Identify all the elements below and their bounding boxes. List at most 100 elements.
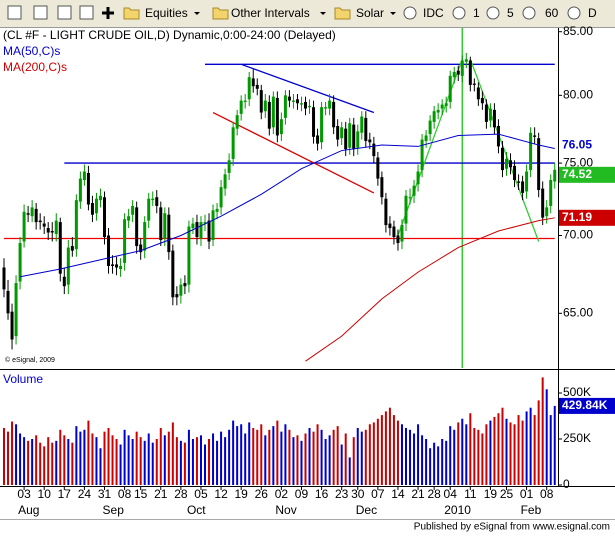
candle-body [320,107,324,143]
add-button[interactable] [102,7,114,19]
candle-body [380,177,384,198]
volume-bar [517,415,520,485]
dropdown-equities[interactable]: Equities [145,6,188,20]
volume-bar [340,444,343,485]
volume-bar [151,442,154,485]
volume-bar [208,439,211,485]
x-tick-label: 28 [174,487,188,501]
volume-bar [409,429,412,485]
volume-bar [493,416,496,485]
volume-bar [103,431,106,485]
volume-bar [119,444,122,485]
volume-bar [525,411,528,485]
x-tick-label: 30 [351,487,365,501]
volume-bar [147,433,150,485]
trend-line [240,63,375,114]
volume-bar [79,431,82,485]
volume-bar [376,418,379,485]
candle-body [428,120,432,135]
volume-bar [316,424,319,485]
icon-button[interactable] [33,5,48,20]
candle-body [139,244,143,253]
candle-body [207,220,211,242]
interval-button[interactable]: 1 [473,6,480,20]
candle-body [291,100,295,102]
volume-bar [260,424,263,485]
volume-bar [360,431,363,485]
volume-bar [368,424,371,485]
volume-bar [413,433,416,485]
dropdown-arrow[interactable] [194,12,200,15]
toolbar: Equities Other Intervals Solar IDC 1 5 6… [0,0,615,28]
dropdown-arrow[interactable] [320,12,326,15]
interval-button[interactable]: 5 [507,6,514,20]
dropdown-intervals[interactable]: Other Intervals [231,6,310,20]
candle-body [456,70,460,75]
x-tick-label: 15 [134,487,148,501]
candle-body [167,214,171,253]
candle-body [179,284,183,296]
candle-body [82,171,86,181]
interval-button[interactable]: 60 [545,6,559,20]
candle-body [500,147,504,171]
volume-bar [71,442,74,485]
folder-icon [123,7,140,20]
candle-body [436,109,440,113]
volume-bar [461,418,464,485]
icon-button[interactable] [79,5,94,20]
volume-bar [256,429,259,485]
ma-line [305,217,555,362]
candle-body [533,135,537,137]
volume-bar [236,426,239,485]
volume-bar [296,435,299,485]
candle-body [340,127,344,139]
volume-bar [396,420,399,485]
interval-icon[interactable] [486,6,500,20]
volume-bar [175,437,178,485]
candle-body [50,231,54,233]
volume-bar [264,435,267,485]
volume-bar [3,427,5,485]
interval-icon[interactable] [452,6,466,20]
volume-bar [421,435,424,485]
symbol-icon[interactable] [403,6,417,20]
candle-body [271,96,275,128]
interval-icon[interactable] [522,6,536,20]
volume-bar [549,415,552,485]
x-tick-label: 01 [520,487,534,501]
candle-body [267,101,271,129]
volume-bar [529,407,532,485]
month-label: Dec [356,503,377,517]
dropdown-solar[interactable]: Solar [356,6,384,20]
copyright: © eSignal, 2009 [5,356,55,364]
candle-body [275,97,279,136]
candle-body [432,111,436,122]
volume-bar [320,429,323,485]
x-tick-label: 12 [214,487,228,501]
dropdown-arrow[interactable] [390,12,396,15]
interval-icon[interactable] [567,6,581,20]
x-tick-label: 04 [444,487,458,501]
icon-button[interactable] [7,5,22,20]
volume-bar [111,435,114,485]
volume-bar [304,433,307,485]
volume-bar [183,442,186,485]
candle-body [324,107,328,109]
volume-bar [272,426,275,485]
volume-bar [280,431,283,485]
volume-bar [224,437,227,485]
icon-button[interactable] [57,5,72,20]
volume-bar [441,439,444,485]
interval-button[interactable]: D [588,6,597,20]
idc-button[interactable]: IDC [423,6,444,20]
volume-bar [533,415,536,485]
candle-body [440,104,444,109]
ma200-last-label: 71.19 [562,210,592,224]
volume-bar [429,448,432,485]
candle-body [452,71,456,78]
volume-bar [35,435,38,485]
volume-bar [127,435,130,485]
candle-body [424,135,428,141]
candle-body [34,208,38,223]
x-tick-label: 08 [118,487,132,501]
